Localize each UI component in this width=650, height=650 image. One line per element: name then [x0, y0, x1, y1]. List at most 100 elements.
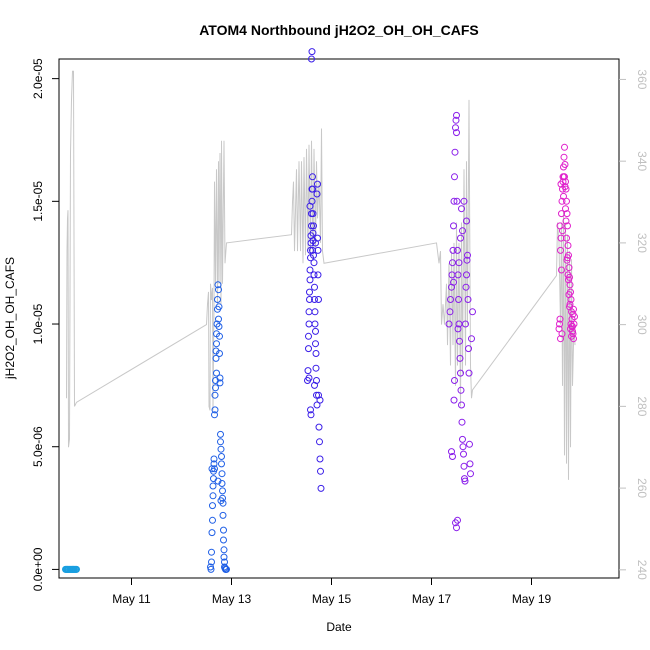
- data-point: [219, 487, 226, 495]
- data-point: [216, 332, 223, 340]
- data-point: [208, 558, 215, 566]
- data-point: [217, 438, 224, 446]
- data-point: [216, 350, 223, 357]
- data-point: [560, 153, 568, 161]
- data-point: [454, 325, 462, 333]
- data-point: [561, 183, 569, 191]
- data-point: [310, 271, 318, 279]
- x-tick-label: May 11: [112, 592, 151, 606]
- data-point: [466, 440, 473, 448]
- data-point: [215, 315, 222, 323]
- data-point: [308, 222, 315, 230]
- x-axis: May 11 May 13 May 15 May 17 May 19: [112, 578, 551, 606]
- data-point: [453, 129, 460, 137]
- data-point: [220, 546, 228, 554]
- data-point: [560, 192, 567, 200]
- data-point: [215, 323, 223, 330]
- y-tick-label: 5.0e-06: [31, 426, 45, 467]
- data-point: [308, 48, 316, 56]
- data-point: [556, 320, 563, 328]
- data-point: [448, 448, 455, 456]
- data-point: [565, 291, 573, 299]
- data-point: [309, 229, 317, 237]
- data-point: [312, 350, 320, 357]
- data-point: [310, 222, 317, 230]
- data-point: [305, 345, 312, 353]
- data-point: [212, 384, 219, 392]
- data-point: [450, 278, 457, 286]
- data-point: [454, 516, 461, 524]
- data-point: [312, 239, 319, 247]
- data-point: [209, 482, 217, 490]
- data-point: [209, 492, 217, 500]
- x-tick-label: May 19: [512, 592, 552, 606]
- data-point: [217, 497, 225, 505]
- data-point: [462, 320, 469, 328]
- data-point: [211, 406, 219, 414]
- data-point: [210, 455, 218, 463]
- data-point: [467, 470, 474, 478]
- data-point: [469, 308, 476, 316]
- data-point: [562, 205, 569, 213]
- data-point: [220, 553, 228, 561]
- data-point: [216, 374, 224, 382]
- y-axis-right: 240 260 280 300 320 340 360: [619, 69, 649, 580]
- data-point: [460, 450, 467, 458]
- data-point: [209, 516, 216, 524]
- data-point: [307, 246, 314, 254]
- x-tick-label: May 17: [412, 592, 452, 606]
- data-point: [311, 381, 318, 389]
- data-point: [556, 222, 564, 230]
- y2-tick-label: 300: [635, 315, 649, 335]
- y-tick-label: 2.0e-05: [31, 58, 45, 99]
- data-point: [306, 266, 314, 274]
- data-point: [447, 296, 454, 303]
- data-point: [451, 148, 459, 156]
- data-point: [223, 565, 230, 573]
- data-point: [565, 264, 573, 272]
- data-point: [309, 210, 317, 218]
- data-point: [460, 197, 468, 205]
- data-point: [218, 460, 225, 468]
- data-point: [304, 367, 312, 375]
- data-point: [466, 460, 474, 468]
- data-point: [314, 180, 321, 188]
- data-point: [449, 453, 456, 460]
- data-point: [208, 529, 216, 537]
- data-point: [453, 524, 460, 532]
- data-point: [564, 271, 572, 279]
- data-point: [561, 161, 569, 168]
- data-point: [316, 455, 324, 463]
- data-point: [215, 303, 223, 311]
- data-point: [218, 453, 225, 460]
- chart-title: ATOM4 Northbound jH2O2_OH_OH_CAFS: [199, 22, 479, 38]
- y2-tick-label: 320: [635, 233, 649, 253]
- data-point: [311, 320, 319, 328]
- data-point: [454, 246, 461, 254]
- y2-tick-label: 360: [635, 69, 649, 89]
- data-point: [207, 565, 215, 573]
- data-point: [316, 438, 323, 446]
- data-point: [211, 411, 218, 419]
- data-point: [305, 374, 313, 382]
- data-point: [457, 386, 465, 394]
- data-point: [457, 234, 464, 242]
- data-point: [463, 256, 471, 264]
- data-point: [450, 197, 458, 205]
- data-point: [570, 305, 577, 313]
- data-point: [561, 143, 568, 151]
- data-point: [555, 325, 563, 333]
- data-point: [456, 337, 463, 345]
- data-point: [569, 327, 576, 335]
- data-point: [312, 364, 320, 372]
- data-point: [313, 391, 320, 399]
- data-point: [455, 296, 462, 303]
- data-point: [306, 276, 314, 284]
- data-point: [306, 296, 313, 303]
- data-point: [212, 354, 220, 362]
- data-point: [218, 470, 226, 478]
- data-point: [464, 296, 472, 303]
- x-tick-label: May 13: [212, 592, 252, 606]
- data-point: [452, 124, 459, 132]
- y-axis-label: jH2O2_OH_OH_CAFS: [3, 257, 17, 380]
